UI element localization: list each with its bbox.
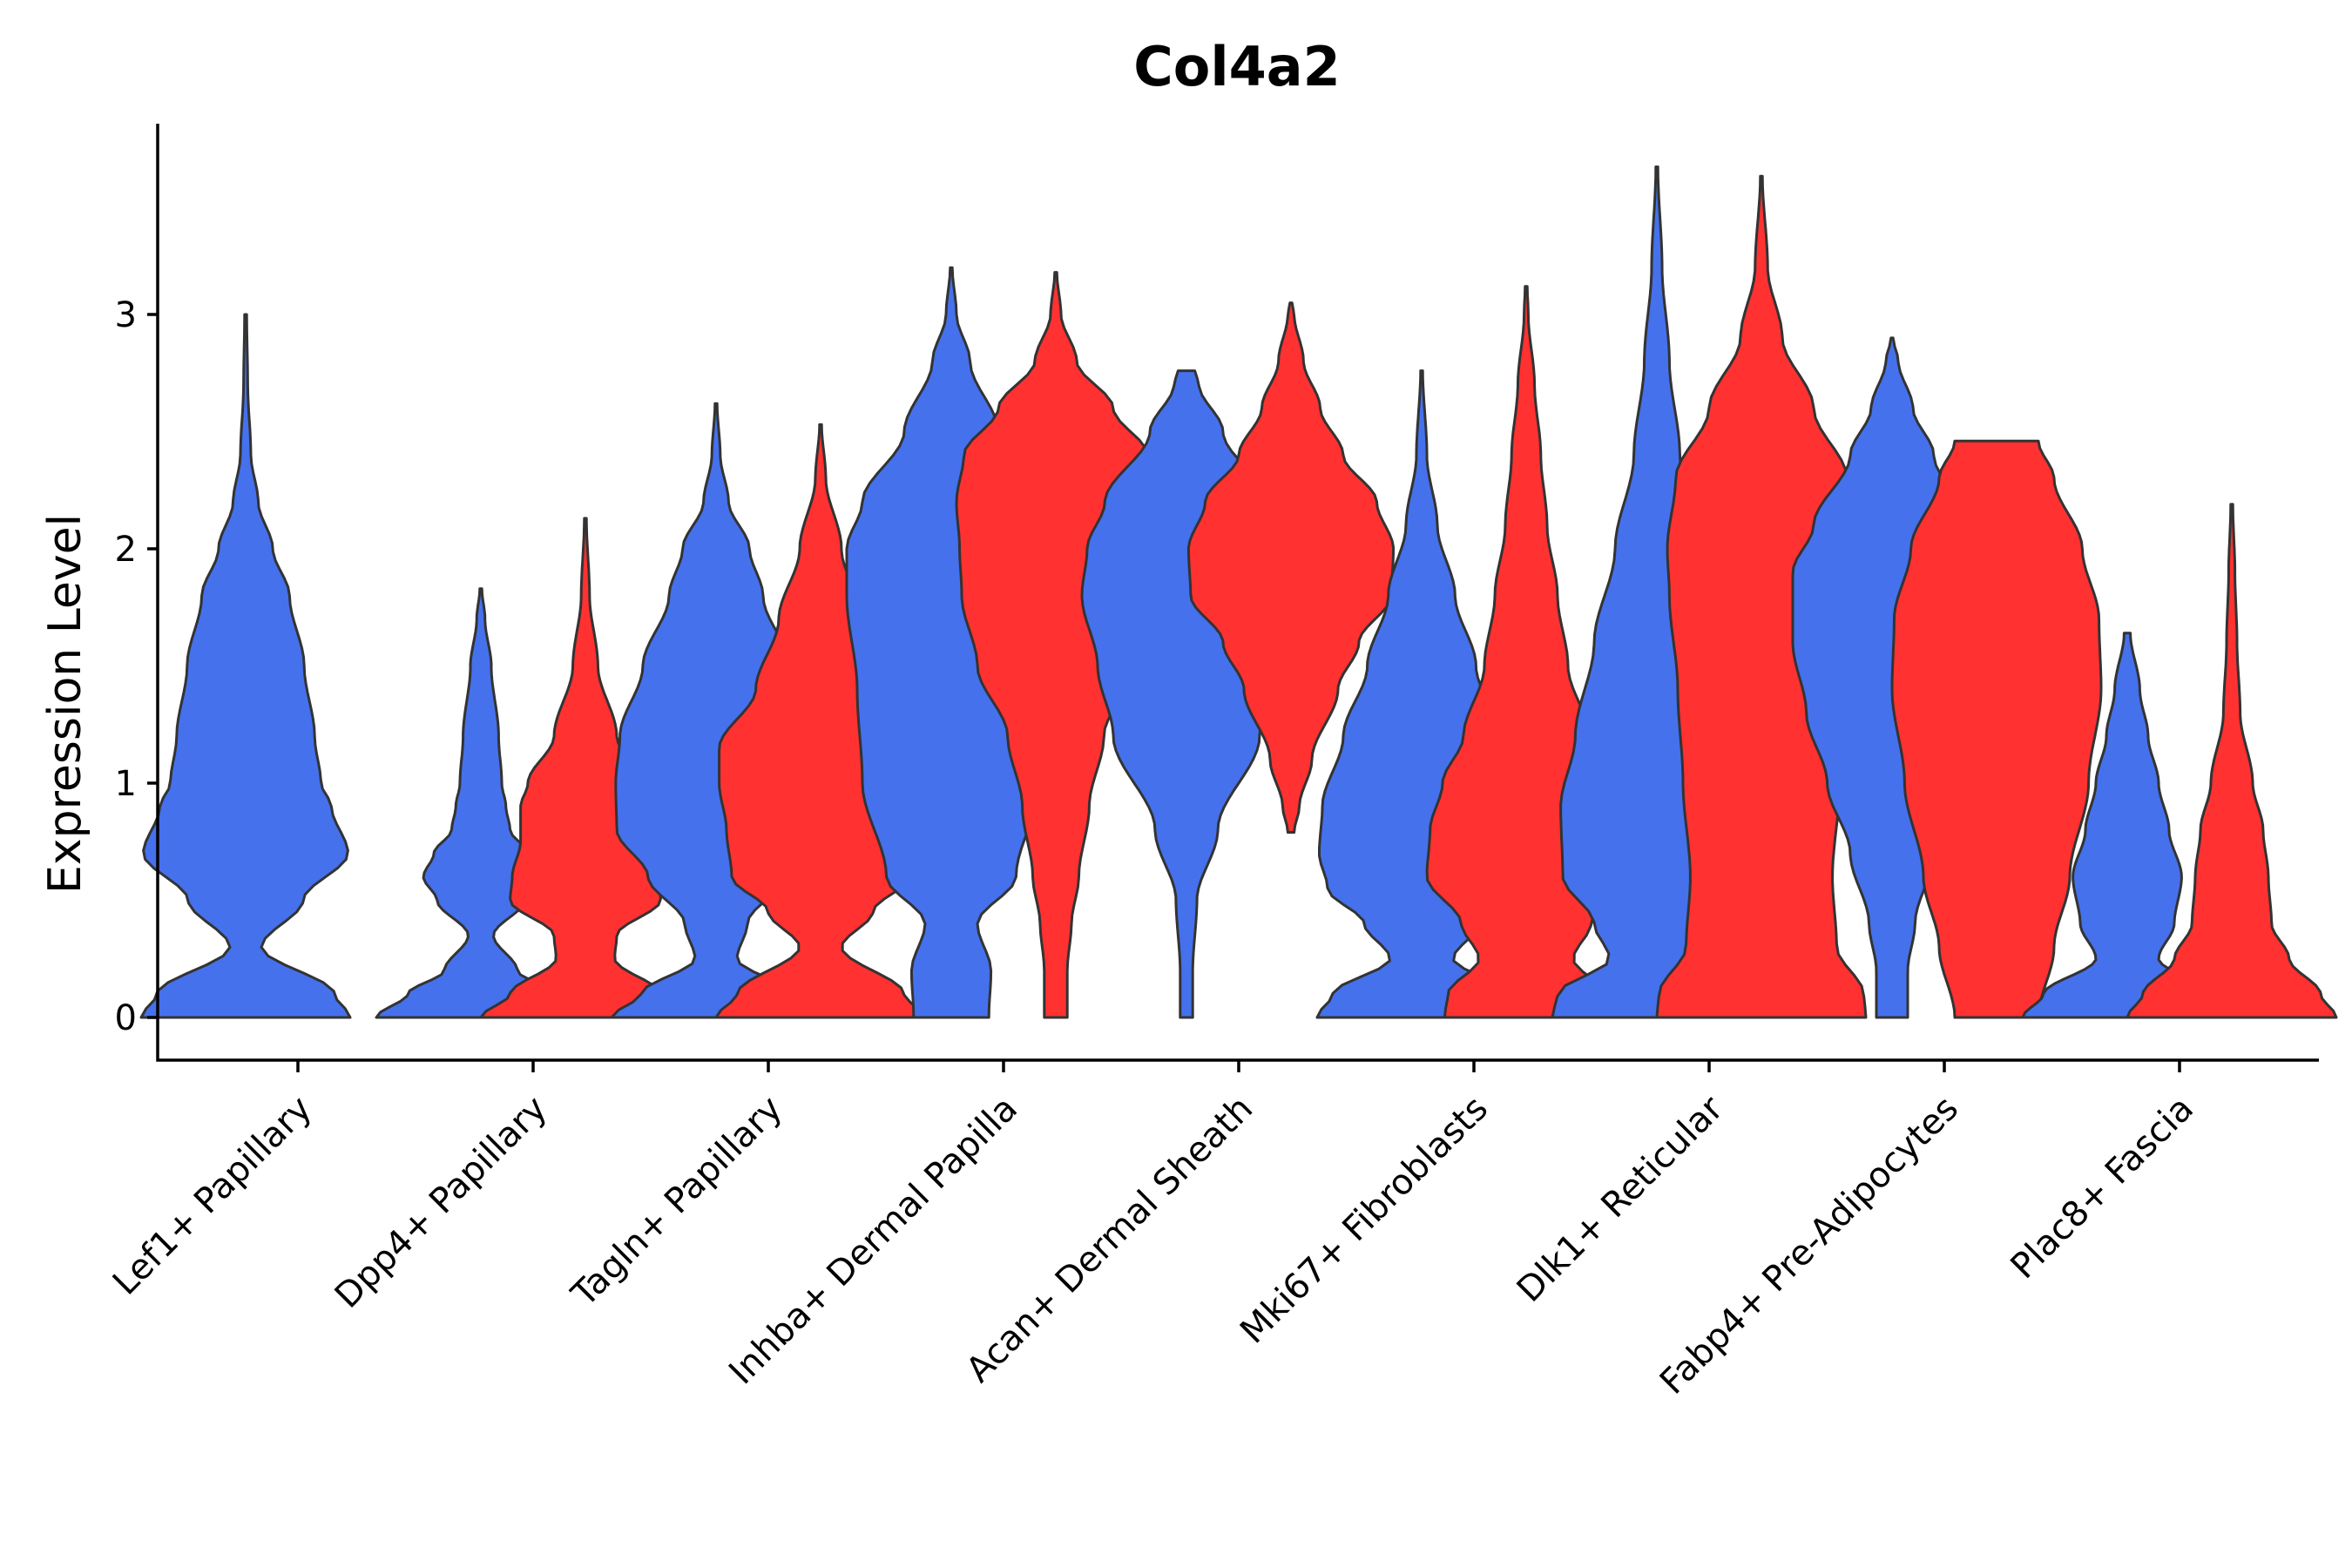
x-tick-label: Mki67+ Fibroblasts (1233, 1089, 1496, 1352)
violin-plac8-fascia-group-2 (2126, 503, 2338, 1019)
violin-lef1-papillary-group-1 (139, 313, 352, 1019)
violin-acan-dermal-sheath-group-2 (1186, 301, 1396, 834)
y-tick-label: 0 (115, 998, 137, 1038)
x-tick-label: Plac8+ Fascia (2004, 1089, 2202, 1288)
y-tick-label: 3 (115, 295, 137, 335)
violin-group (139, 166, 2338, 1019)
violin-fabp4-pre-adipocytes-group-2 (1890, 439, 2103, 1019)
x-tick-label: Dlk1+ Reticular (1510, 1088, 1732, 1310)
x-tick-label: Dpp4+ Papillary (328, 1089, 555, 1316)
chart-title: Col4a2 (1133, 35, 1340, 98)
y-axis-ticks: 0 1 2 3 (115, 295, 158, 1038)
axis-lines (156, 124, 2319, 1062)
x-tick-label: Lef1+ Papillary (105, 1089, 320, 1303)
y-tick-label: 1 (115, 764, 137, 804)
y-tick-label: 2 (115, 530, 137, 570)
y-axis-label: Expression Level (39, 514, 91, 894)
x-tick-label: Tagln+ Papillary (564, 1089, 790, 1315)
violin-plac8-fascia-group-1 (2021, 632, 2234, 1019)
x-axis-ticks: Lef1+ Papillary Dpp4+ Papillary Tagln+ Pap… (105, 1060, 2201, 1402)
violin-inhba-dermal-papilla-group-2 (955, 271, 1157, 1019)
